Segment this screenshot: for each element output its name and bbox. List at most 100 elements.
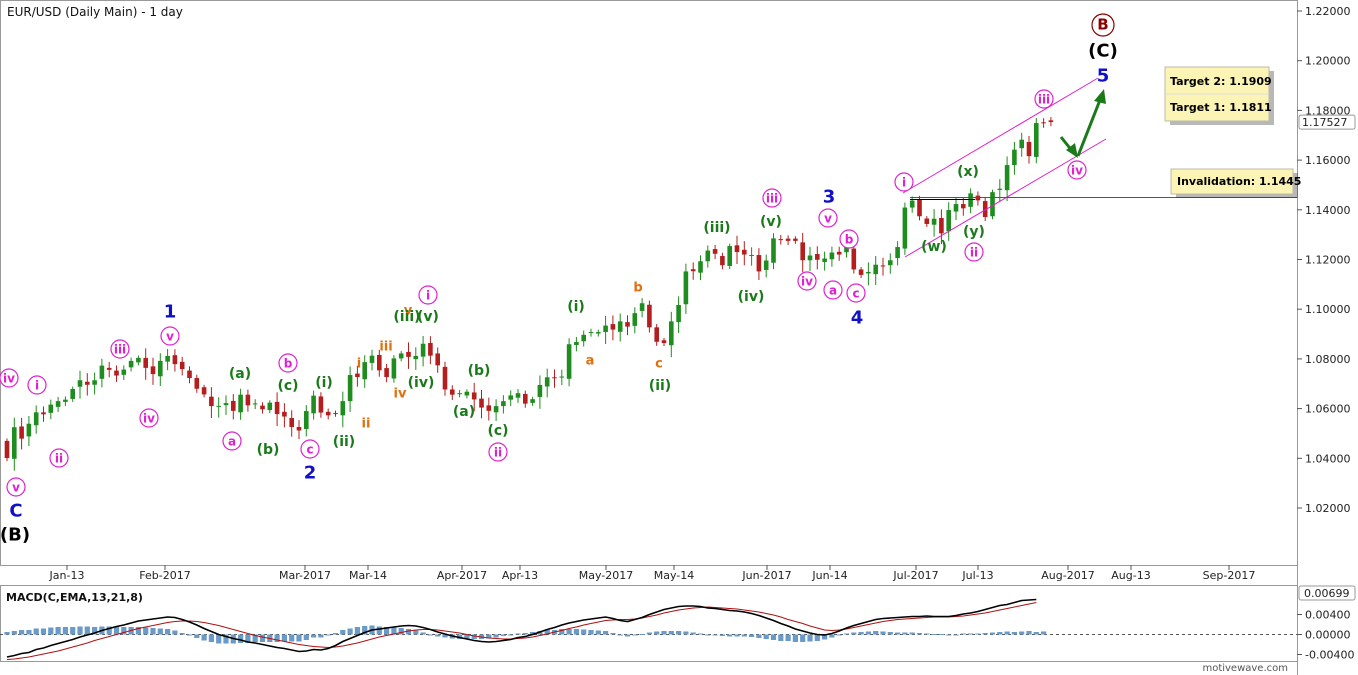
macd-hist-bar [121,627,127,635]
candle-body [158,360,163,377]
macd-hist-bar [544,630,550,635]
macd-hist-bar [719,634,725,636]
wave-label: (a) [453,404,475,420]
axis-ticks: 1.22000 1.20000 1.18000 1.16000 1.14000 1.120… [49,5,1351,582]
candle-body [121,369,127,375]
macd-hist-bar [238,634,244,643]
macd-hist-bar [1004,631,1010,635]
macd-hist-bar [340,630,346,635]
candle-body [610,324,616,330]
candle-body [435,353,440,366]
macd-hist-bar [822,634,828,640]
macd-hist-bar [92,627,98,635]
candle-body [669,321,674,346]
candle-body [12,427,17,459]
candle-body [523,393,528,404]
candle-body [566,344,572,379]
macd-hist-bar [48,627,54,635]
macd-hist-bar [880,631,886,635]
candle-body [720,256,725,266]
candle-body [26,423,32,437]
candle-body [727,246,732,266]
macd-hist-bar [113,626,120,635]
y-tick-label: 1.14000 [1305,204,1351,217]
candle-body [325,411,331,416]
macd-hist-bar [617,634,623,636]
candle-body [406,351,411,357]
candle-body [647,304,652,328]
x-tick-label: Jan-13 [49,569,85,582]
candle-body [902,207,908,249]
macd-hist-bar [522,633,528,635]
macd-hist-bar [84,626,90,635]
wave-label: iv [1071,164,1083,178]
wave-label-circle [160,326,180,346]
macd-hist-bar [595,630,601,635]
macd-hist-bar [916,633,923,635]
candle-body [311,395,316,414]
candle-body [676,304,681,323]
candle-body [807,255,813,261]
macd-hist-bar [800,634,806,642]
wave-label: (C) [1088,40,1118,61]
candlestick-series [4,117,1054,471]
macd-hist-bar [683,631,689,635]
last-price-box [1298,114,1356,130]
macd-hist-bar [405,629,412,635]
wave-label: C [9,500,22,521]
macd-hist-bar [814,634,820,641]
candle-body [128,360,134,368]
invalidation-label: Invalidation: 1.1445 [1177,175,1301,188]
wave-label-circle [49,448,69,468]
candle-body [785,238,791,241]
candle-body [143,357,148,368]
candle-body [1004,165,1010,191]
wave-label: b [284,357,293,371]
macd-hist-bar [347,628,353,635]
wave-label: c [655,357,663,372]
candle-body [501,401,506,407]
wave-label: (iv) [738,289,765,305]
macd-hist-bar [624,634,631,637]
candle-body [588,332,594,334]
candle-body [1012,149,1017,166]
macd-hist-bar [362,626,368,635]
macd-hist-bar [573,629,579,635]
macd-hist-bar [931,634,937,635]
candle-body [209,396,214,407]
price-panel[interactable] [0,0,1298,566]
x-tick-label: Mar-2017 [279,569,331,582]
macd-hist-bar [493,634,499,638]
candle-body [778,239,784,241]
macd-hist-bar [887,632,893,635]
macd-hist-bar [500,634,506,636]
invalidation-box-bg [1170,168,1294,195]
y-tick-label: 1.10000 [1305,303,1351,316]
macd-hist-bar [676,631,682,635]
macd-hist-bar [924,633,930,635]
candle-body [946,210,951,232]
candle-body [771,238,776,263]
candle-body [136,357,141,363]
macd-hist-bar [325,634,331,636]
candle-body [150,366,156,375]
macd-panel[interactable] [0,585,1298,662]
wave-label: 1 [164,301,177,322]
macd-hist-bar [157,628,163,635]
candle-body [997,188,1003,190]
candle-body [888,260,893,266]
candle-body [742,249,747,255]
macd-hist-bar [946,634,952,636]
macd-hist-bar [442,634,448,638]
macd-hist-bar [668,631,674,635]
candle-body [537,384,543,397]
watermark: motivewave.com [1202,663,1288,674]
macd-hist-bar [851,632,857,635]
y-tick-label: 1.04000 [1305,452,1351,465]
macd-hist-bar [420,632,426,635]
macd-hist-bar [252,634,258,642]
macd-hist-bar [873,631,879,635]
candle-body [70,388,75,399]
candle-body [398,353,404,359]
